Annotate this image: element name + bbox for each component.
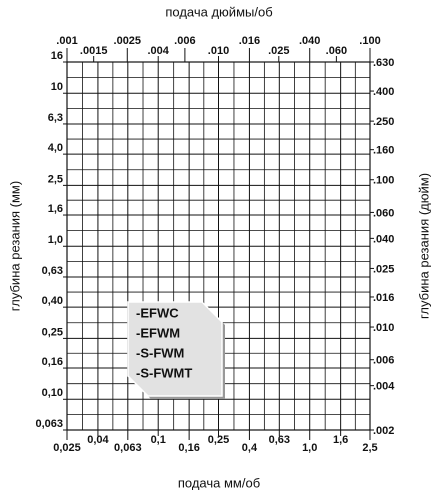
x2-tick-label: .025	[268, 45, 289, 57]
x2-tick-label: .040	[299, 35, 320, 47]
y2-tick-label: .400	[373, 86, 394, 98]
x-tick-label: 0,025	[53, 442, 81, 454]
x2-tick-label: .060	[326, 45, 347, 57]
box-body	[127, 301, 223, 397]
y2-tick-label: .160	[373, 145, 394, 157]
x2-title: подача дюймы/об	[165, 4, 272, 19]
x-tick-label: 0,4	[242, 442, 258, 454]
plot-frame	[66, 61, 371, 431]
y2-tick-label: .040	[373, 233, 394, 245]
x-tick-label: 0,16	[178, 442, 199, 454]
x-title: подача мм/об	[178, 475, 260, 490]
region-label: -EFWM	[136, 325, 180, 340]
y-tick-label: 0,16	[42, 356, 63, 368]
y2-title: глубина резания (дюйм)	[416, 173, 431, 319]
x2-tick-label: .004	[148, 45, 170, 57]
x-tick-label: 1,6	[333, 434, 348, 446]
x2-tick-label: .016	[239, 35, 260, 47]
y-title: глубина резания (мм)	[7, 181, 22, 311]
x-tick-label: 0,25	[208, 434, 229, 446]
y-tick-label: 0,25	[42, 326, 63, 338]
region-label: -S-FWM	[136, 345, 184, 360]
x-tick-label: 0,063	[114, 442, 142, 454]
region-label: -EFWC	[136, 305, 179, 320]
y2-tick-label: .630	[373, 57, 394, 69]
y2-tick-label: .010	[373, 322, 394, 334]
y-tick-label: 2,5	[48, 173, 63, 185]
x2-tick-label: .001	[56, 35, 77, 47]
y2-tick-label: .100	[373, 175, 394, 187]
x2-tick-label: .0025	[114, 35, 142, 47]
x-tick-label: 2,5	[362, 442, 377, 454]
y-tick-label: 4,0	[48, 142, 63, 154]
y-tick-label: 0,63	[42, 265, 63, 277]
y-tick-label: 0,063	[35, 418, 63, 430]
x-tick-label: 1,0	[302, 442, 317, 454]
region-box: -EFWC -EFWM -S-FWM -S-FWMT	[127, 301, 225, 399]
x2-tick-label: .100	[359, 35, 380, 47]
x-tick-label: 0,1	[151, 434, 166, 446]
y2-tick-label: .002	[373, 425, 394, 437]
x2-tick-label: .006	[174, 35, 195, 47]
y-tick-label: 0,40	[42, 295, 63, 307]
y-tick-label: 10	[51, 81, 63, 93]
y2-tick-label: .060	[373, 207, 394, 219]
y-tick-label: 1,6	[48, 203, 63, 215]
y2-tick-label: .025	[373, 263, 394, 275]
y2-tick-label: .004	[373, 381, 395, 393]
y2-tick-label: .250	[373, 116, 394, 128]
y2-tick-label: .006	[373, 355, 394, 367]
y2-tick-label: .016	[373, 292, 394, 304]
region-label: -S-FWMT	[136, 365, 192, 380]
x-tick-label: 0,04	[87, 434, 109, 446]
y-tick-label: 0,10	[42, 387, 63, 399]
y-tick-label: 6,3	[48, 112, 63, 124]
y-tick-label: 1,0	[48, 234, 63, 246]
x2-tick-label: .0015	[80, 45, 108, 57]
y-tick-label: 16	[51, 50, 63, 62]
x-tick-label: 0,63	[269, 434, 290, 446]
x2-tick-label: .010	[208, 45, 229, 57]
